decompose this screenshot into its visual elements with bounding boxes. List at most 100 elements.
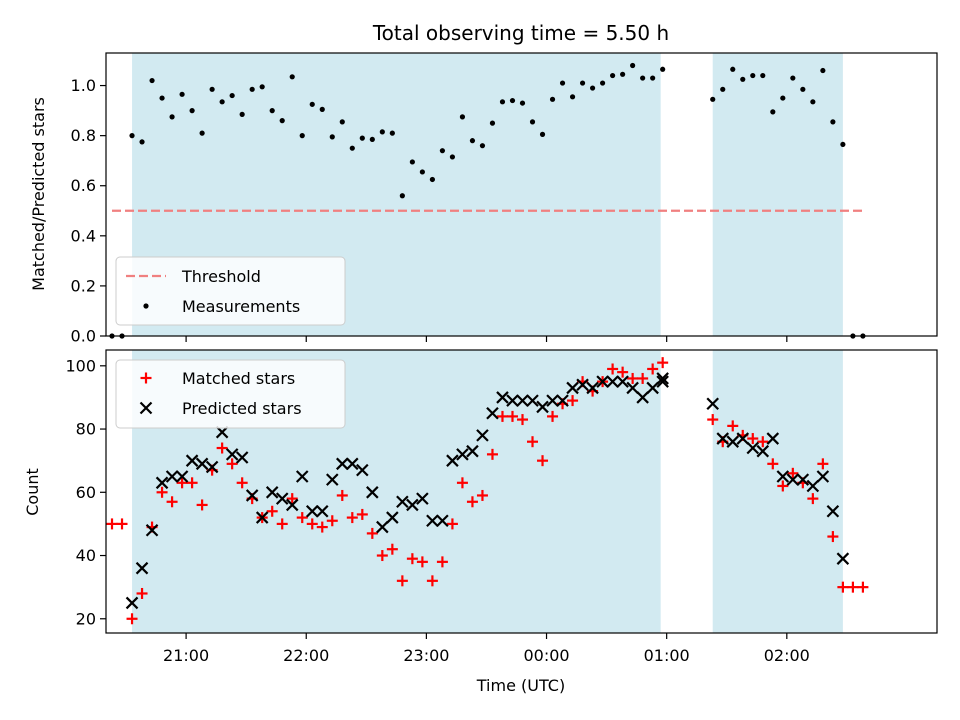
predicted-star-point bbox=[305, 504, 319, 518]
measurement-point bbox=[359, 135, 365, 141]
matched-star-point bbox=[366, 527, 378, 539]
predicted-star-point bbox=[175, 470, 189, 483]
matched-star-point bbox=[807, 493, 819, 505]
measurement-point bbox=[720, 86, 726, 92]
predicted-star-point bbox=[716, 432, 730, 445]
matched-star-point bbox=[847, 581, 859, 593]
bottom-x-tick-label: 21:00 bbox=[163, 646, 209, 665]
bottom-legend: Matched stars Predicted stars bbox=[115, 359, 346, 429]
measurement-point bbox=[620, 71, 626, 77]
matched-star-point bbox=[356, 508, 368, 520]
predicted-star-point bbox=[145, 523, 159, 537]
measurement-point bbox=[189, 108, 195, 114]
matched-star-point bbox=[116, 518, 128, 530]
predicted-star-point bbox=[546, 394, 559, 407]
matched-star-point bbox=[607, 363, 619, 375]
matched-star-point bbox=[236, 477, 248, 489]
measurement-point bbox=[269, 108, 275, 114]
measurement-point bbox=[579, 80, 586, 86]
matched-star-point bbox=[567, 395, 579, 407]
matched-star-point bbox=[276, 518, 288, 530]
bottom-y-tick-label: 100 bbox=[65, 356, 96, 375]
measurement-point bbox=[169, 114, 175, 120]
measurement-point bbox=[800, 86, 806, 92]
legend-label: Matched stars bbox=[182, 369, 295, 388]
bottom-x-tick-label: 22:00 bbox=[283, 646, 329, 665]
predicted-star-point bbox=[245, 489, 259, 502]
measurement-point bbox=[760, 72, 766, 79]
predicted-star-point bbox=[756, 444, 770, 458]
measurement-point bbox=[780, 95, 786, 101]
legend-box bbox=[115, 256, 346, 326]
measurement-point bbox=[660, 66, 666, 72]
bottom-x-tick-label: 02:00 bbox=[764, 646, 810, 665]
matched-star-point bbox=[106, 518, 118, 530]
predicted-star-point bbox=[656, 372, 669, 385]
predicted-star-point bbox=[336, 457, 349, 471]
matched-star-point bbox=[306, 518, 318, 530]
measurement-point bbox=[740, 76, 746, 82]
matched-star-point bbox=[186, 477, 198, 489]
observing-interval-band bbox=[712, 53, 843, 336]
predicted-star-point bbox=[366, 486, 379, 499]
measurement-point bbox=[409, 159, 415, 165]
measurement-point bbox=[650, 75, 656, 81]
predicted-star-point bbox=[486, 406, 499, 420]
measurement-point bbox=[770, 109, 776, 115]
measurement-point bbox=[539, 131, 546, 137]
measurement-point bbox=[489, 120, 496, 126]
predicted-star-point bbox=[275, 492, 289, 505]
predicted-star-point bbox=[205, 460, 219, 474]
bottom-y-tick-label: 60 bbox=[76, 483, 96, 502]
predicted-star-point bbox=[356, 463, 369, 477]
predicted-star-point bbox=[796, 473, 810, 486]
measurement-point bbox=[569, 94, 576, 100]
measurement-point bbox=[820, 67, 826, 74]
predicted-star-point bbox=[165, 470, 179, 483]
matched-star-point bbox=[517, 414, 529, 426]
matched-star-point bbox=[266, 505, 278, 517]
measurement-point bbox=[459, 114, 466, 120]
matched-star-point bbox=[707, 414, 719, 426]
predicted-star-point bbox=[466, 444, 479, 458]
predicted-star-point bbox=[736, 432, 750, 445]
matched-star-point bbox=[386, 543, 398, 555]
matched-star-point bbox=[827, 531, 839, 543]
matched-star-point bbox=[376, 550, 388, 562]
predicted-star-point bbox=[315, 504, 329, 518]
measurement-point bbox=[369, 136, 375, 143]
predicted-star-point bbox=[436, 514, 449, 528]
top-y-tick-label: 1.0 bbox=[71, 76, 96, 95]
predicted-star-point bbox=[656, 375, 669, 388]
top-y-tick-label: 0.0 bbox=[71, 327, 96, 346]
matched-star-point bbox=[837, 581, 849, 593]
measurement-point bbox=[479, 143, 486, 149]
matched-star-point bbox=[547, 410, 559, 422]
predicted-star-point bbox=[826, 504, 840, 518]
measurement-point bbox=[139, 139, 145, 145]
matched-star-point bbox=[456, 477, 468, 489]
matched-star-point bbox=[496, 410, 508, 422]
measurement-point bbox=[219, 99, 225, 105]
matched-star-point bbox=[537, 455, 549, 467]
bottom-y-tick-label: 20 bbox=[76, 609, 96, 628]
measurement-point bbox=[279, 118, 285, 124]
measurement-point bbox=[449, 154, 456, 160]
measurement-point bbox=[129, 133, 135, 139]
matched-star-point bbox=[286, 493, 298, 505]
measurements-points bbox=[109, 62, 866, 339]
matched-star-point bbox=[777, 480, 789, 492]
measurement-point bbox=[389, 130, 395, 136]
observing-interval-band bbox=[712, 350, 843, 633]
legend-box bbox=[115, 359, 346, 429]
predicted-star-point bbox=[636, 391, 649, 404]
predicted-star-point bbox=[746, 441, 760, 455]
predicted-star-point bbox=[836, 552, 850, 565]
matched-star-point bbox=[346, 512, 358, 524]
predicted-star-point bbox=[456, 448, 469, 461]
chart-title: Total observing time = 5.50 h bbox=[372, 21, 669, 45]
legend-predicted-swatch bbox=[139, 401, 153, 415]
matched-star-point bbox=[767, 458, 779, 470]
measurement-point bbox=[810, 99, 816, 105]
